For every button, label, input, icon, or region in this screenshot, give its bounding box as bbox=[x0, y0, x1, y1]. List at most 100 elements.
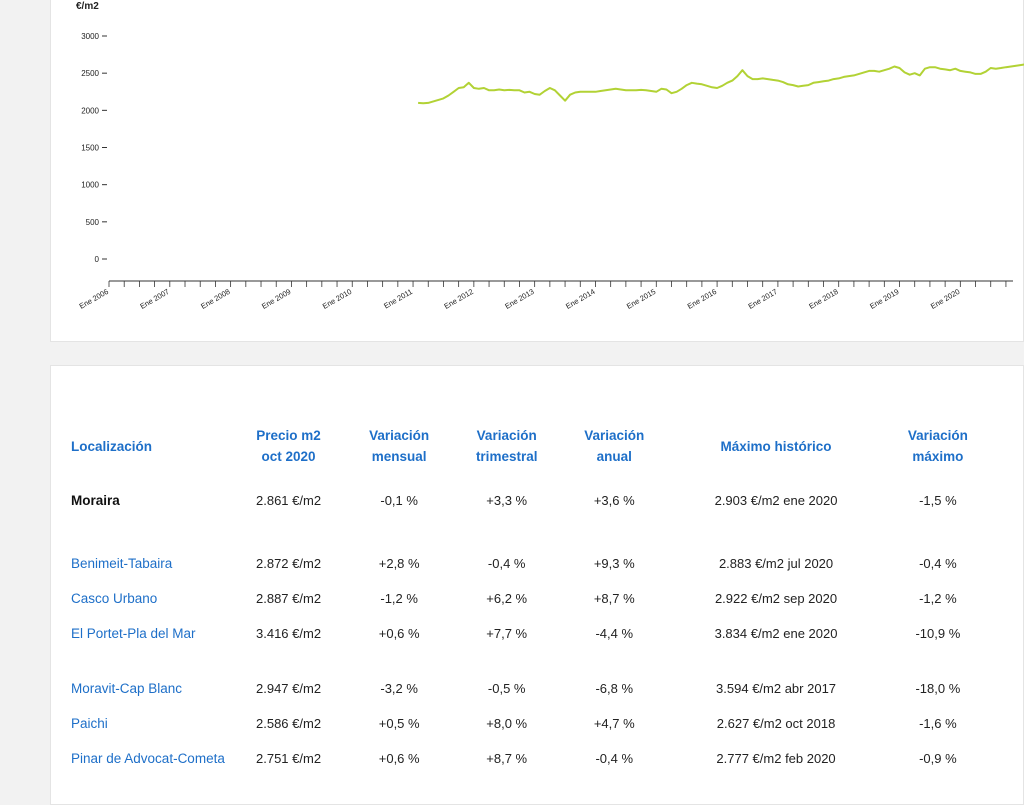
x-tick-label: Ene 2012 bbox=[443, 287, 475, 311]
cell-var-mensual: +0,5 % bbox=[378, 716, 420, 731]
table-row: Paichi 2.586 €/m2 +0,5 % +8,0 % +4,7 % 2.627 … bbox=[71, 706, 991, 741]
cell-var-maximo: -0,9 % bbox=[919, 751, 957, 766]
cell-location: Pinar de Advocat-Cometa bbox=[71, 741, 231, 776]
cell-location: El Portet-Pla del Mar bbox=[71, 616, 231, 651]
cell-price: 2.887 €/m2 bbox=[256, 591, 322, 606]
cell-var-trimestral: +3,3 % bbox=[486, 492, 528, 508]
x-axis: Ene 2006 Ene 2007 Ene 2008 Ene 2009 Ene 2010… bbox=[78, 280, 1013, 311]
cell-var-mensual: +0,6 % bbox=[378, 626, 420, 641]
location-link[interactable]: El Portet-Pla del Mar bbox=[71, 626, 196, 641]
y-tick-label: 3000 bbox=[81, 32, 99, 41]
table-header-row: Localización Precio m2 oct 2020 Variación… bbox=[71, 418, 991, 474]
cell-var-anual: +9,3 % bbox=[593, 556, 635, 571]
cell-maximo: 2.777 €/m2 feb 2020 bbox=[716, 751, 836, 766]
cell-var-mensual: +0,6 % bbox=[378, 751, 420, 766]
cell-price: 2.947 €/m2 bbox=[256, 681, 322, 696]
y-axis-label: €/m2 bbox=[76, 1, 99, 12]
header-variacion-maximo: Variación máximo bbox=[907, 428, 968, 464]
cell-var-anual: +4,7 % bbox=[593, 716, 635, 731]
y-tick-label: 2000 bbox=[81, 106, 99, 115]
cell-location: Moravit-Cap Blanc bbox=[71, 671, 231, 706]
cell-location: Casco Urbano bbox=[71, 581, 231, 616]
cell-var-maximo: -1,2 % bbox=[919, 591, 957, 606]
table-row: Benimeit-Tabaira 2.872 €/m2 +2,8 % -0,4 % +9… bbox=[71, 546, 991, 581]
y-axis: €/m2 0 500 1000 1500 2000 2500 3000 bbox=[76, 1, 107, 264]
x-tick-label: Ene 2008 bbox=[199, 287, 231, 311]
cell-var-maximo: -10,9 % bbox=[915, 626, 961, 641]
cell-var-anual: -4,4 % bbox=[595, 626, 634, 641]
cell-var-trimestral: +8,0 % bbox=[486, 716, 528, 731]
cell-price: 2.751 €/m2 bbox=[256, 751, 322, 766]
group-spacer bbox=[71, 651, 991, 671]
table-row: El Portet-Pla del Mar 3.416 €/m2 +0,6 % +7,… bbox=[71, 616, 991, 651]
cell-location: Paichi bbox=[71, 706, 231, 741]
cell-maximo: 2.903 €/m2 ene 2020 bbox=[714, 492, 838, 508]
x-tick-label: Ene 2018 bbox=[807, 287, 839, 311]
price-table: Localización Precio m2 oct 2020 Variación… bbox=[71, 418, 991, 776]
cell-maximo: 2.922 €/m2 sep 2020 bbox=[714, 591, 838, 606]
cell-maximo: 2.883 €/m2 jul 2020 bbox=[718, 556, 834, 571]
cell-var-anual: -6,8 % bbox=[595, 681, 634, 696]
chart-card: €/m2 0 500 1000 1500 2000 2500 3000 Ene 2006 Ene… bbox=[50, 0, 1024, 342]
x-tick-label: Ene 2010 bbox=[321, 287, 353, 311]
y-tick-label: 1500 bbox=[81, 144, 99, 153]
x-tick-label: Ene 2006 bbox=[78, 287, 110, 311]
cell-var-mensual: -0,1 % bbox=[380, 492, 418, 508]
cell-location: Benimeit-Tabaira bbox=[71, 546, 231, 581]
cell-price: 2.586 €/m2 bbox=[256, 716, 322, 731]
location-link[interactable]: Moravit-Cap Blanc bbox=[71, 681, 183, 696]
location-link[interactable]: Pinar de Advocat-Cometa bbox=[71, 751, 225, 766]
cell-var-mensual: -3,2 % bbox=[380, 681, 418, 696]
x-tick-label: Ene 2016 bbox=[686, 287, 718, 311]
cell-var-trimestral: +6,2 % bbox=[486, 591, 528, 606]
cell-var-anual: -0,4 % bbox=[595, 751, 634, 766]
header-maximo-historico: Máximo histórico bbox=[720, 438, 832, 454]
table-row-main: Moraira 2.861 €/m2 -0,1 % +3,3 % +3,6 % … bbox=[71, 474, 991, 526]
cell-var-trimestral: -0,4 % bbox=[487, 556, 526, 571]
cell-price: 3.416 €/m2 bbox=[256, 626, 322, 641]
y-tick-label: 0 bbox=[95, 255, 100, 264]
x-tick-label: Ene 2015 bbox=[625, 287, 657, 311]
location-link[interactable]: Paichi bbox=[71, 716, 108, 731]
series-line-moraira bbox=[418, 63, 1024, 105]
cell-var-anual: +3,6 % bbox=[593, 492, 635, 508]
x-tick-label: Ene 2020 bbox=[929, 287, 961, 311]
table-row: Moravit-Cap Blanc 2.947 €/m2 -3,2 % -0,5 % -… bbox=[71, 671, 991, 706]
cell-var-maximo: -0,4 % bbox=[919, 556, 957, 571]
header-variacion-anual: Variación anual bbox=[584, 428, 645, 464]
header-variacion-trimestral: Variación trimestral bbox=[475, 428, 538, 464]
cell-var-mensual: -1,2 % bbox=[380, 591, 418, 606]
series-layer bbox=[418, 63, 1024, 105]
header-localizacion: Localización bbox=[71, 438, 153, 454]
x-tick-label: Ene 2009 bbox=[260, 287, 292, 311]
header-precio: Precio m2 oct 2020 bbox=[256, 428, 321, 464]
cell-var-maximo: -18,0 % bbox=[915, 681, 961, 696]
location-link[interactable]: Benimeit-Tabaira bbox=[71, 556, 173, 571]
cell-maximo: 3.594 €/m2 abr 2017 bbox=[716, 681, 837, 696]
x-tick-label: Ene 2011 bbox=[382, 287, 414, 311]
x-tick-label: Ene 2014 bbox=[564, 287, 596, 311]
cell-var-trimestral: +8,7 % bbox=[486, 751, 528, 766]
cell-price: 2.872 €/m2 bbox=[256, 556, 322, 571]
x-tick-label: Ene 2019 bbox=[868, 287, 900, 311]
header-variacion-mensual: Variación mensual bbox=[369, 428, 430, 464]
table-body: Moraira 2.861 €/m2 -0,1 % +3,3 % +3,6 % … bbox=[71, 474, 991, 776]
location-link[interactable]: Casco Urbano bbox=[71, 591, 158, 606]
cell-price: 2.861 €/m2 bbox=[256, 492, 322, 508]
x-tick-label: Ene 2007 bbox=[138, 287, 170, 311]
x-tick-label: Ene 2013 bbox=[503, 287, 535, 311]
cell-maximo: 2.627 €/m2 oct 2018 bbox=[716, 716, 836, 731]
y-tick-label: 500 bbox=[86, 218, 100, 227]
cell-var-mensual: +2,8 % bbox=[378, 556, 420, 571]
cell-var-maximo: -1,6 % bbox=[919, 716, 957, 731]
y-tick-label: 2500 bbox=[81, 69, 99, 78]
cell-var-trimestral: +7,7 % bbox=[486, 626, 528, 641]
cell-var-trimestral: -0,5 % bbox=[487, 681, 526, 696]
price-table-card: Localización Precio m2 oct 2020 Variación… bbox=[50, 365, 1024, 805]
table-row: Casco Urbano 2.887 €/m2 -1,2 % +6,2 % +8,7 %… bbox=[71, 581, 991, 616]
cell-var-maximo: -1,5 % bbox=[919, 492, 957, 508]
table-row: Pinar de Advocat-Cometa 2.751 €/m2 +0,6 % +… bbox=[71, 741, 991, 776]
cell-location: Moraira bbox=[71, 492, 120, 508]
x-tick-label: Ene 2017 bbox=[747, 287, 779, 311]
